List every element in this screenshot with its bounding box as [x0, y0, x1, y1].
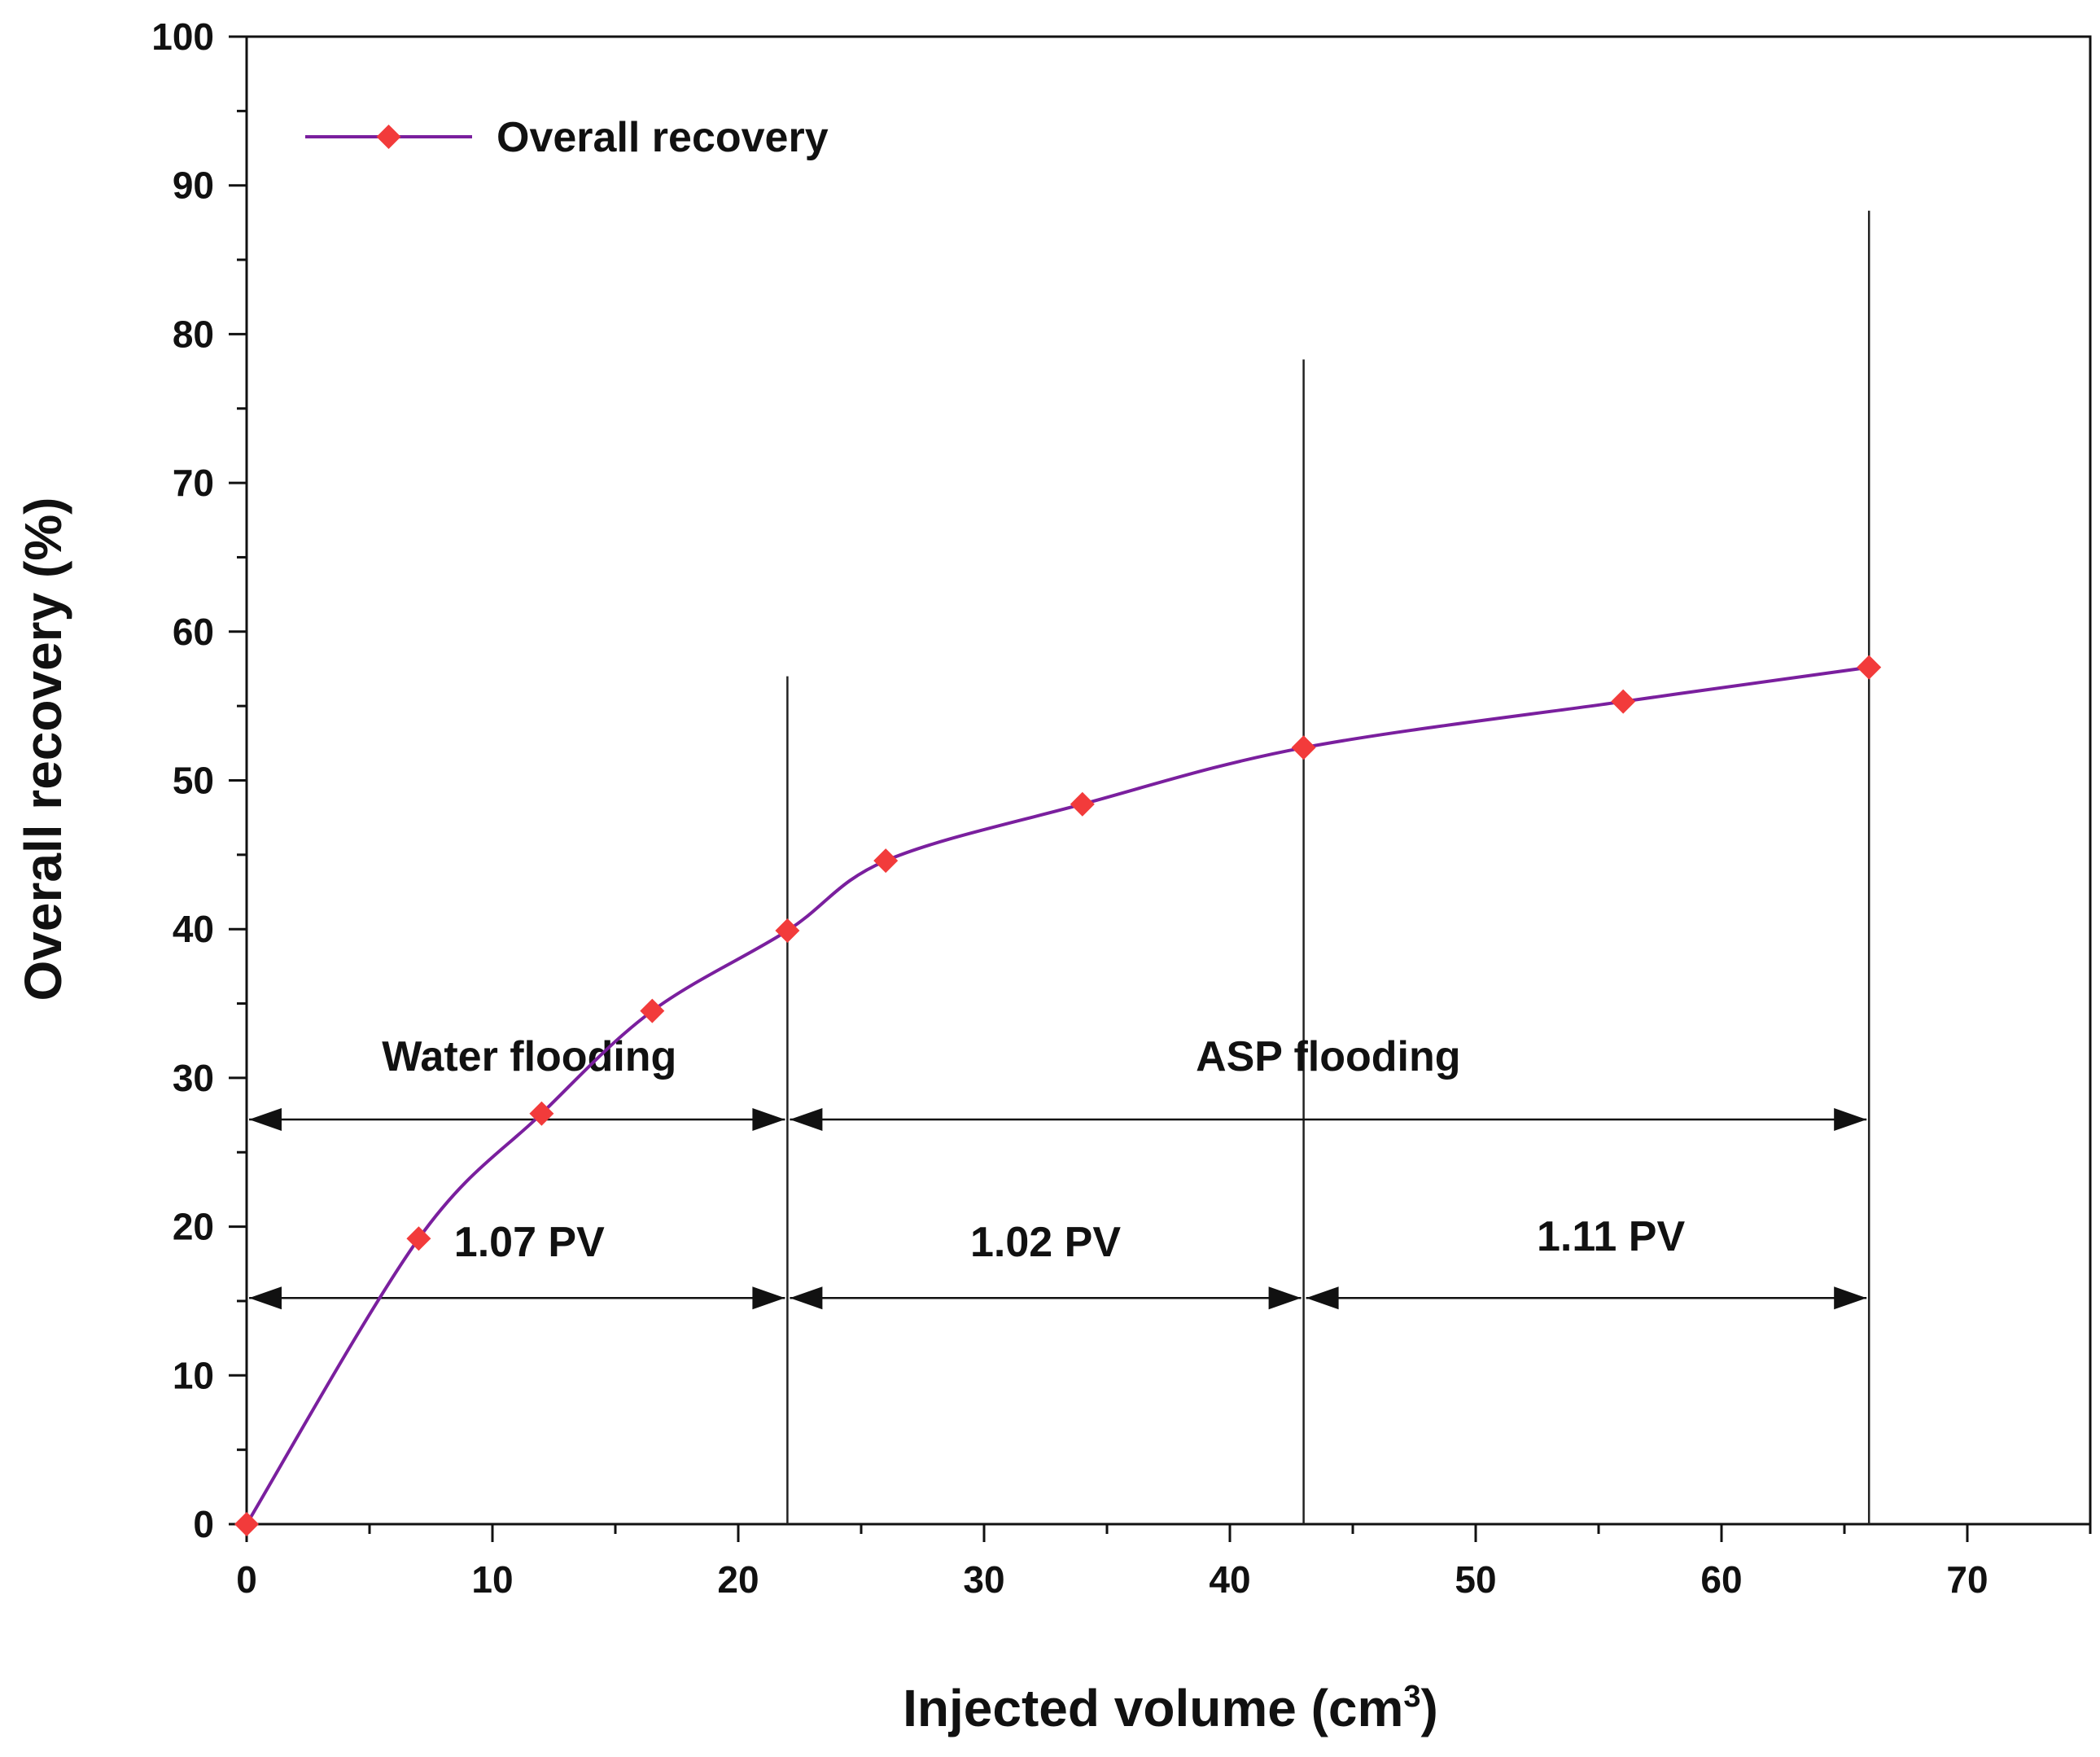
- x-axis-title: Injected volume (cm3): [903, 1679, 1438, 1737]
- y-tick-label: 10: [173, 1354, 214, 1396]
- data-point: [1291, 735, 1316, 760]
- x-tick-label: 40: [1209, 1558, 1250, 1601]
- phase-boundaries: [786, 210, 1870, 1524]
- phase-annotations: Water flooding ASP flooding 1.07 PV 1.02 PV…: [382, 1033, 1685, 1266]
- y-tick-label: 100: [151, 15, 214, 58]
- x-tick-label: 10: [471, 1558, 513, 1601]
- legend-marker: [376, 125, 401, 149]
- arrow-head-right: [1268, 1286, 1302, 1310]
- y-tick-label: 70: [173, 462, 214, 504]
- phase-label: 1.07 PV: [454, 1219, 605, 1266]
- data-point: [775, 918, 800, 944]
- series-overall-recovery: [234, 655, 1882, 1536]
- y-tick-label: 40: [173, 908, 214, 950]
- x-tick-label: 0: [236, 1558, 257, 1601]
- phase-label: 1.02 PV: [970, 1219, 1121, 1266]
- phase-label: 1.11 PV: [1537, 1213, 1685, 1260]
- x-tick-label: 70: [1946, 1558, 1988, 1601]
- y-tick-label: 50: [173, 760, 214, 802]
- legend: Overall recovery: [305, 114, 829, 161]
- phase-label: ASP flooding: [1196, 1033, 1460, 1080]
- x-tick-label: 20: [717, 1558, 759, 1601]
- x-tick-label: 50: [1455, 1558, 1496, 1601]
- arrow-head-right: [1834, 1108, 1867, 1132]
- data-point: [406, 1226, 431, 1251]
- phase-arrows: [249, 1108, 1867, 1310]
- data-point: [1611, 689, 1636, 714]
- arrow-head-left: [790, 1286, 823, 1310]
- x-axis-title-end: ): [1421, 1679, 1438, 1737]
- arrow-head-left: [249, 1286, 282, 1310]
- x-tick-label: 60: [1700, 1558, 1742, 1601]
- arrow-head-left: [1306, 1286, 1339, 1310]
- arrow-head-left: [790, 1108, 823, 1132]
- series-line: [245, 665, 1870, 1526]
- x-axis-title-main: Injected volume (cm: [903, 1679, 1403, 1737]
- y-tick-label: 80: [173, 313, 214, 355]
- y-tick-label: 60: [173, 611, 214, 653]
- y-tick-label: 30: [173, 1057, 214, 1099]
- y-tick-label: 20: [173, 1206, 214, 1248]
- axis-ticks: 0 10 20 30 40 50 60 70 0 10 20 30 40 50 60 70 80 90 100: [151, 15, 2092, 1601]
- data-point: [873, 848, 899, 874]
- data-point: [1857, 655, 1882, 680]
- data-point: [1070, 791, 1095, 817]
- x-tick-label: 30: [963, 1558, 1004, 1601]
- arrow-head-right: [752, 1108, 785, 1132]
- y-tick-label: 0: [193, 1503, 214, 1545]
- phase-label: Water flooding: [382, 1033, 676, 1080]
- data-point: [640, 998, 665, 1023]
- x-axis-title-superscript: 3: [1403, 1680, 1420, 1714]
- legend-label: Overall recovery: [497, 114, 829, 161]
- arrow-head-left: [249, 1108, 282, 1132]
- y-axis-title: Overall recovery (%): [14, 497, 72, 1001]
- arrow-head-right: [752, 1286, 785, 1310]
- arrow-head-right: [1834, 1286, 1867, 1310]
- data-point: [234, 1512, 259, 1536]
- data-point: [529, 1101, 554, 1126]
- y-tick-label: 90: [173, 164, 214, 207]
